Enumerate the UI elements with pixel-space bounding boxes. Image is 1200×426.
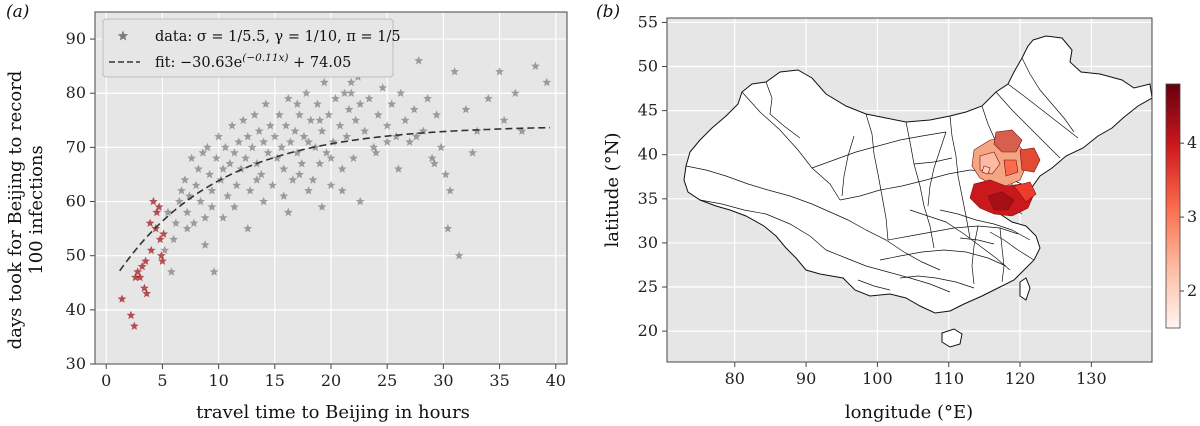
tick-label-x: 20 bbox=[321, 371, 341, 390]
tick-label-x: 0 bbox=[101, 371, 111, 390]
tick-label-lon: 120 bbox=[1005, 369, 1036, 388]
tick-label-lat: 55 bbox=[638, 12, 658, 31]
hainan-island bbox=[941, 328, 963, 348]
tick-label-lat: 40 bbox=[638, 145, 658, 164]
china-map bbox=[683, 35, 1152, 348]
tick-label-lon: 80 bbox=[725, 369, 745, 388]
legend-data-label: data: σ = 1/5.5, γ = 1/10, π = 1/5 bbox=[155, 29, 401, 45]
tick-label-y: 90 bbox=[66, 29, 86, 48]
tick-label-y: 70 bbox=[66, 137, 86, 156]
plot-b-ticks: 80 90 100 110 120 130 20 25 30 35 40 45 50 55 bbox=[638, 12, 1107, 388]
tick-label-lat: 35 bbox=[638, 189, 658, 208]
x-axis-label-b: longitude (°E) bbox=[845, 402, 973, 423]
panel-a-label: (a) bbox=[6, 2, 30, 22]
colorbar-tick-label: 2 bbox=[1187, 281, 1197, 300]
y-axis-label-a-line1: days took for Beijing to record bbox=[5, 71, 26, 350]
fit-curve bbox=[119, 126, 551, 272]
colorbar-tick-label: 4 bbox=[1187, 133, 1197, 152]
colorbar-tick-label: 3 bbox=[1187, 207, 1197, 226]
tick-label-y: 40 bbox=[66, 300, 86, 319]
legend-box bbox=[102, 18, 394, 78]
tick-label-lat: 30 bbox=[638, 233, 658, 252]
china-mainland bbox=[683, 35, 1152, 314]
y-axis-label-a-line2: 100 infections bbox=[26, 145, 47, 274]
highlighted-region bbox=[969, 129, 1041, 217]
x-axis-label-a: travel time to Beijing in hours bbox=[196, 402, 470, 423]
y-axis-label-b: latitude (°N) bbox=[602, 133, 623, 248]
panel-b-label: (b) bbox=[596, 2, 621, 22]
tick-label-lat: 20 bbox=[638, 321, 658, 340]
legend: data: σ = 1/5.5, γ = 1/10, π = 1/5 fit: … bbox=[102, 18, 401, 78]
colorbar bbox=[1165, 83, 1181, 329]
admin-boundaries bbox=[685, 57, 1079, 293]
tick-label-lon: 130 bbox=[1076, 369, 1107, 388]
tick-label-x: 25 bbox=[377, 371, 397, 390]
tick-label-x: 5 bbox=[157, 371, 167, 390]
tick-label-x: 35 bbox=[489, 371, 509, 390]
plot-a-ticks: 0 5 10 15 20 25 30 35 40 30 40 50 60 70 80 90 bbox=[66, 29, 566, 390]
tick-label-y: 30 bbox=[66, 354, 86, 373]
tick-label-lat: 45 bbox=[638, 101, 658, 120]
tick-label-lat: 25 bbox=[638, 277, 658, 296]
colorbar-ticks: 2 3 4 bbox=[1180, 133, 1197, 300]
tick-label-lon: 90 bbox=[796, 369, 816, 388]
plot-b-frame bbox=[666, 17, 1153, 363]
tick-label-lat: 50 bbox=[638, 57, 658, 76]
tick-label-x: 40 bbox=[546, 371, 566, 390]
tick-label-lon: 110 bbox=[933, 369, 964, 388]
tick-label-y: 60 bbox=[66, 192, 86, 211]
tick-label-x: 15 bbox=[265, 371, 285, 390]
tick-label-lon: 100 bbox=[862, 369, 893, 388]
tick-label-y: 50 bbox=[66, 246, 86, 265]
tick-label-x: 10 bbox=[208, 371, 228, 390]
legend-fit-label: fit: −30.63e(−0.11x) + 74.05 bbox=[155, 52, 351, 71]
tick-label-y: 80 bbox=[66, 83, 86, 102]
taiwan-island bbox=[1019, 277, 1031, 301]
tick-label-x: 30 bbox=[433, 371, 453, 390]
